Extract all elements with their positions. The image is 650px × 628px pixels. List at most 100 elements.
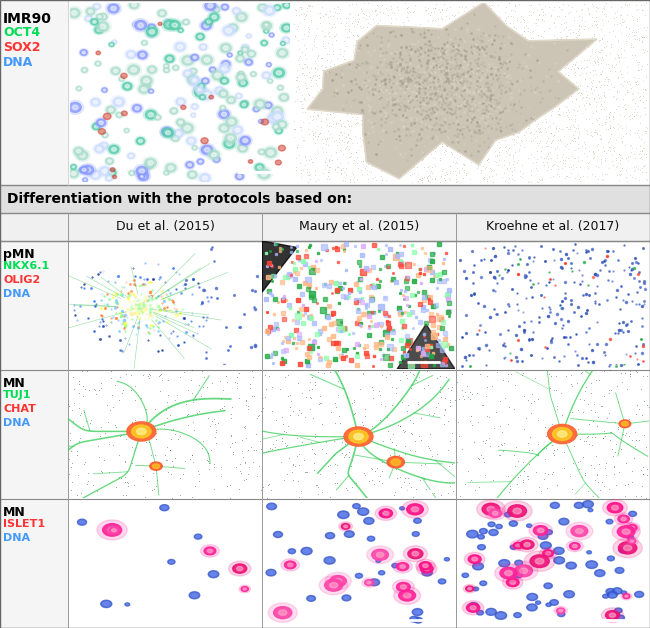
Point <box>594 459 604 469</box>
Point <box>552 135 563 145</box>
Circle shape <box>192 79 197 84</box>
Point <box>488 46 499 56</box>
Point <box>432 14 443 24</box>
Point <box>562 60 572 70</box>
Point <box>587 20 597 30</box>
Point <box>505 55 515 65</box>
Circle shape <box>400 507 404 510</box>
Point <box>404 131 415 141</box>
Point <box>405 82 415 92</box>
Point <box>402 3 412 13</box>
Point <box>600 170 610 180</box>
Point <box>151 475 162 485</box>
Point <box>619 141 630 151</box>
Point <box>633 59 644 69</box>
Point <box>428 43 439 53</box>
Point <box>182 410 192 420</box>
Circle shape <box>238 134 252 146</box>
Point <box>445 58 455 68</box>
Point <box>569 153 580 163</box>
Point <box>637 146 647 156</box>
Point <box>367 26 377 36</box>
Circle shape <box>285 4 289 7</box>
Point <box>447 73 458 84</box>
Point <box>311 92 322 102</box>
Circle shape <box>337 511 349 519</box>
Point <box>236 468 246 478</box>
Point <box>190 391 200 401</box>
Point <box>510 1 521 11</box>
Point <box>348 46 359 57</box>
Point <box>521 77 532 87</box>
Circle shape <box>124 129 129 133</box>
Point <box>627 11 638 21</box>
Circle shape <box>246 33 252 39</box>
Circle shape <box>634 592 644 597</box>
Point <box>638 470 649 480</box>
Circle shape <box>280 51 285 55</box>
Circle shape <box>269 571 273 574</box>
Circle shape <box>133 22 138 26</box>
Point <box>534 138 544 148</box>
Point <box>568 78 578 89</box>
Point <box>534 175 545 185</box>
Point <box>317 444 327 454</box>
Point <box>599 481 609 491</box>
Circle shape <box>613 614 617 616</box>
Point <box>537 117 547 127</box>
Point <box>544 35 554 45</box>
Point <box>443 140 453 150</box>
Point <box>497 120 508 130</box>
Point <box>434 40 445 50</box>
Point <box>517 101 528 111</box>
Point <box>540 48 550 58</box>
Circle shape <box>412 618 416 620</box>
Point <box>289 124 300 134</box>
Point <box>435 155 445 165</box>
Point <box>322 55 333 65</box>
Circle shape <box>259 120 263 123</box>
Point <box>393 127 404 137</box>
Point <box>432 62 442 72</box>
Point <box>533 414 543 425</box>
Circle shape <box>412 609 423 615</box>
Point <box>363 126 373 136</box>
Circle shape <box>134 23 136 25</box>
Point <box>356 64 367 74</box>
Circle shape <box>202 55 213 65</box>
Point <box>309 95 319 105</box>
Point <box>439 404 450 414</box>
Circle shape <box>234 11 250 23</box>
Circle shape <box>502 501 532 521</box>
Point <box>536 63 546 73</box>
Point <box>526 149 537 160</box>
Point <box>551 87 561 97</box>
Point <box>424 122 434 132</box>
Point <box>552 11 562 21</box>
Point <box>207 416 218 426</box>
Point <box>393 143 404 153</box>
Point <box>113 450 124 460</box>
Point <box>599 104 609 114</box>
Point <box>332 154 343 165</box>
Point <box>395 128 405 138</box>
Circle shape <box>140 76 152 85</box>
Point <box>317 96 328 106</box>
Circle shape <box>81 68 88 72</box>
Point <box>488 92 498 102</box>
Point <box>425 10 436 20</box>
Circle shape <box>192 84 206 95</box>
Point <box>640 109 650 119</box>
Point <box>94 385 104 395</box>
Point <box>426 126 437 136</box>
Point <box>79 406 89 416</box>
Point <box>140 492 150 502</box>
Point <box>491 407 501 417</box>
Point <box>581 55 592 65</box>
Point <box>315 13 326 23</box>
Point <box>282 468 293 479</box>
Point <box>197 366 207 376</box>
Point <box>610 153 621 163</box>
Point <box>525 39 535 49</box>
Circle shape <box>277 48 288 57</box>
